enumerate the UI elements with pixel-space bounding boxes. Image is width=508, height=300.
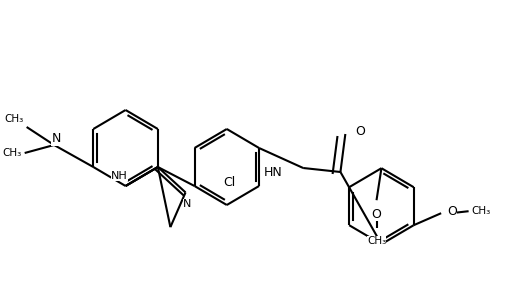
Text: CH₃: CH₃ [3, 148, 22, 158]
Text: NH: NH [111, 171, 128, 181]
Text: O: O [355, 125, 365, 139]
Text: N: N [183, 200, 192, 209]
Text: O: O [371, 208, 382, 221]
Text: N: N [51, 133, 61, 146]
Text: CH₃: CH₃ [471, 206, 491, 216]
Text: HN: HN [264, 166, 282, 179]
Text: CH₃: CH₃ [5, 114, 24, 124]
Text: Cl: Cl [224, 176, 236, 189]
Text: CH₃: CH₃ [367, 236, 386, 246]
Text: O: O [447, 205, 457, 218]
